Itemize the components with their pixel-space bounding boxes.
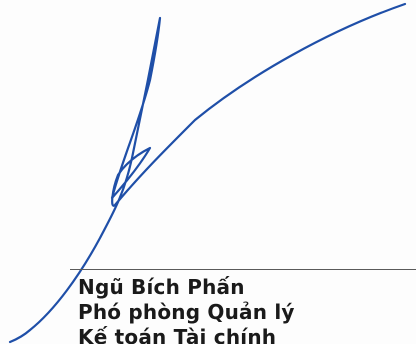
signer-department: Kế toán Tài chính (78, 325, 277, 344)
signer-info: Ngũ Bích Phấn Phó phòng Quản lý Kế toán … (78, 275, 295, 344)
signer-name: Ngũ Bích Phấn (78, 275, 245, 299)
signature-line (70, 269, 416, 270)
signer-title: Phó phòng Quản lý (78, 300, 295, 324)
signature-stroke (8, 2, 407, 344)
